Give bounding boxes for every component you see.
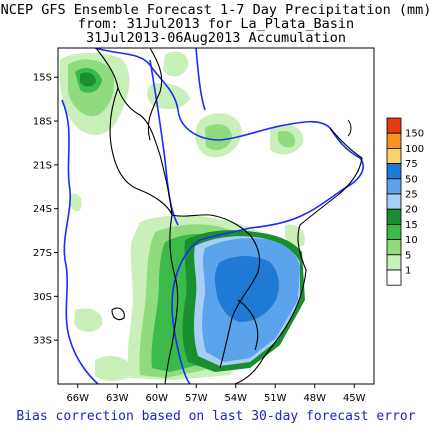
legend-label: 10 [405, 235, 418, 246]
legend-swatch [386, 193, 402, 210]
precip-fields [58, 48, 374, 384]
legend-swatch [386, 163, 402, 180]
lon-tick-label: 57W [185, 393, 208, 404]
legend-swatch [386, 178, 402, 195]
legend-swatch [386, 208, 402, 225]
lon-tick-label: 48W [303, 393, 326, 404]
lon-tick-label: 45W [343, 393, 366, 404]
lon-tick-label: 66W [66, 393, 89, 404]
lon-tick-label: 54W [224, 393, 247, 404]
legend-label: 25 [405, 190, 418, 201]
legend-swatch [386, 223, 402, 240]
lon-tick-label: 63W [106, 393, 129, 404]
legend-label: 150 [405, 129, 424, 140]
map-title-line3: 31Jul2013-06Aug2013 Accumulation [85, 30, 347, 46]
coast-detail [347, 119, 352, 137]
legend-swatch [386, 254, 402, 271]
legend-label: 50 [405, 174, 418, 185]
coastline [234, 127, 363, 384]
map-frame [57, 47, 375, 385]
legend-label: 1 [405, 266, 411, 277]
lat-tick-label: 21S [33, 160, 52, 171]
lat-tick-label: 24S [33, 204, 52, 215]
legend-swatch [386, 269, 402, 286]
precip-50-75mm [215, 256, 279, 322]
precip-legend: 150 100 75 50 25 20 15 10 5 1 [386, 117, 424, 286]
legend-label: 75 [405, 159, 418, 170]
legend-label: 15 [405, 220, 418, 231]
lat-tick-label: 18S [33, 117, 52, 128]
map-title-line1: NCEP GFS Ensemble Forecast 1-7 Day Preci… [0, 2, 432, 18]
legend-swatch [386, 147, 402, 164]
longitude-axis: 66W 63W 60W 57W 54W 51W 48W 45W [66, 384, 366, 404]
lon-tick-label: 51W [264, 393, 287, 404]
lat-tick-label: 15S [33, 73, 52, 84]
lat-tick-label: 33S [33, 336, 52, 347]
bias-correction-note: Bias correction based on last 30-day for… [16, 409, 416, 424]
latitude-axis: 15S 18S 21S 24S 27S 30S 33S [33, 73, 58, 347]
legend-swatch [386, 132, 402, 149]
country-borders [95, 48, 261, 384]
lat-tick-label: 27S [33, 248, 52, 259]
lat-tick-label: 30S [33, 292, 52, 303]
map-title-line2: from: 31Jul2013 for La_Plata_Basin [77, 16, 355, 32]
legend-swatch [386, 117, 402, 134]
legend-label: 100 [405, 144, 424, 155]
legend-label: 20 [405, 205, 418, 216]
legend-label: 5 [405, 250, 411, 261]
lon-tick-label: 60W [145, 393, 168, 404]
rivers [61, 48, 364, 384]
legend-swatch [386, 239, 402, 256]
